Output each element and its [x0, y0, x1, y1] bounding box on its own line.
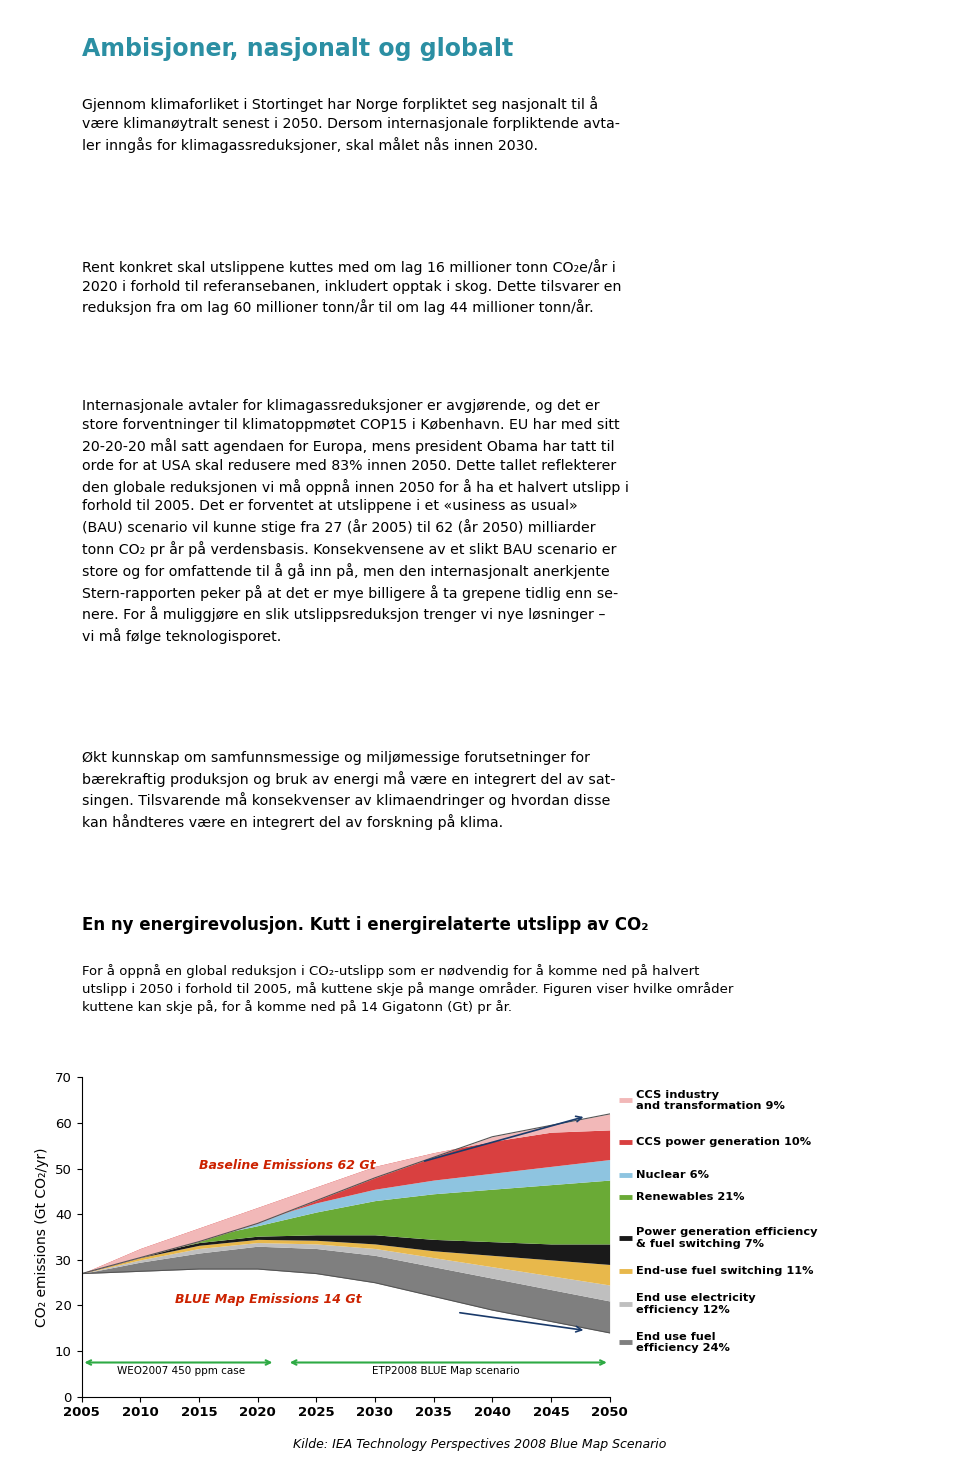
- Text: BLUE Map Emissions 14 Gt: BLUE Map Emissions 14 Gt: [176, 1293, 362, 1307]
- Text: ETP2008 BLUE Map scenario: ETP2008 BLUE Map scenario: [372, 1366, 519, 1376]
- Text: WEO2007 450 ppm case: WEO2007 450 ppm case: [117, 1366, 246, 1376]
- Text: Gjennom klimaforliket i Stortinget har Norge forpliktet seg nasjonalt til å
være: Gjennom klimaforliket i Stortinget har N…: [82, 96, 619, 152]
- Text: CCS power generation 10%: CCS power generation 10%: [636, 1137, 810, 1147]
- Text: Power generation efficiency
& fuel switching 7%: Power generation efficiency & fuel switc…: [636, 1227, 817, 1249]
- Text: Renewables 21%: Renewables 21%: [636, 1191, 744, 1202]
- Text: Økt kunnskap om samfunnsmessige og miljømessige forutsetninger for
bærekraftig p: Økt kunnskap om samfunnsmessige og miljø…: [82, 751, 615, 831]
- Text: Ambisjoner, nasjonalt og globalt: Ambisjoner, nasjonalt og globalt: [82, 37, 513, 61]
- Text: CCS industry
and transformation 9%: CCS industry and transformation 9%: [636, 1089, 784, 1111]
- Text: Baseline Emissions 62 Gt: Baseline Emissions 62 Gt: [199, 1159, 375, 1172]
- Text: For å oppnå en global reduksjon i CO₂-utslipp som er nødvendig for å komme ned p: For å oppnå en global reduksjon i CO₂-ut…: [82, 964, 733, 1014]
- Text: End-use fuel switching 11%: End-use fuel switching 11%: [636, 1267, 813, 1276]
- Text: Internasjonale avtaler for klimagassreduksjoner er avgjørende, og det er
store f: Internasjonale avtaler for klimagassredu…: [82, 399, 629, 644]
- Text: Kilde: IEA Technology Perspectives 2008 Blue Map Scenario: Kilde: IEA Technology Perspectives 2008 …: [294, 1438, 666, 1451]
- Text: End use electricity
efficiency 12%: End use electricity efficiency 12%: [636, 1293, 756, 1315]
- Text: End use fuel
efficiency 24%: End use fuel efficiency 24%: [636, 1332, 730, 1354]
- Y-axis label: CO₂ emissions (Gt CO₂/yr): CO₂ emissions (Gt CO₂/yr): [36, 1147, 50, 1327]
- Text: En ny energirevolusjon. Kutt i energirelaterte utslipp av CO₂: En ny energirevolusjon. Kutt i energirel…: [82, 916, 648, 934]
- Text: Rent konkret skal utslippene kuttes med om lag 16 millioner tonn CO₂e/år i
2020 : Rent konkret skal utslippene kuttes med …: [82, 259, 621, 315]
- Text: Nuclear 6%: Nuclear 6%: [636, 1169, 708, 1179]
